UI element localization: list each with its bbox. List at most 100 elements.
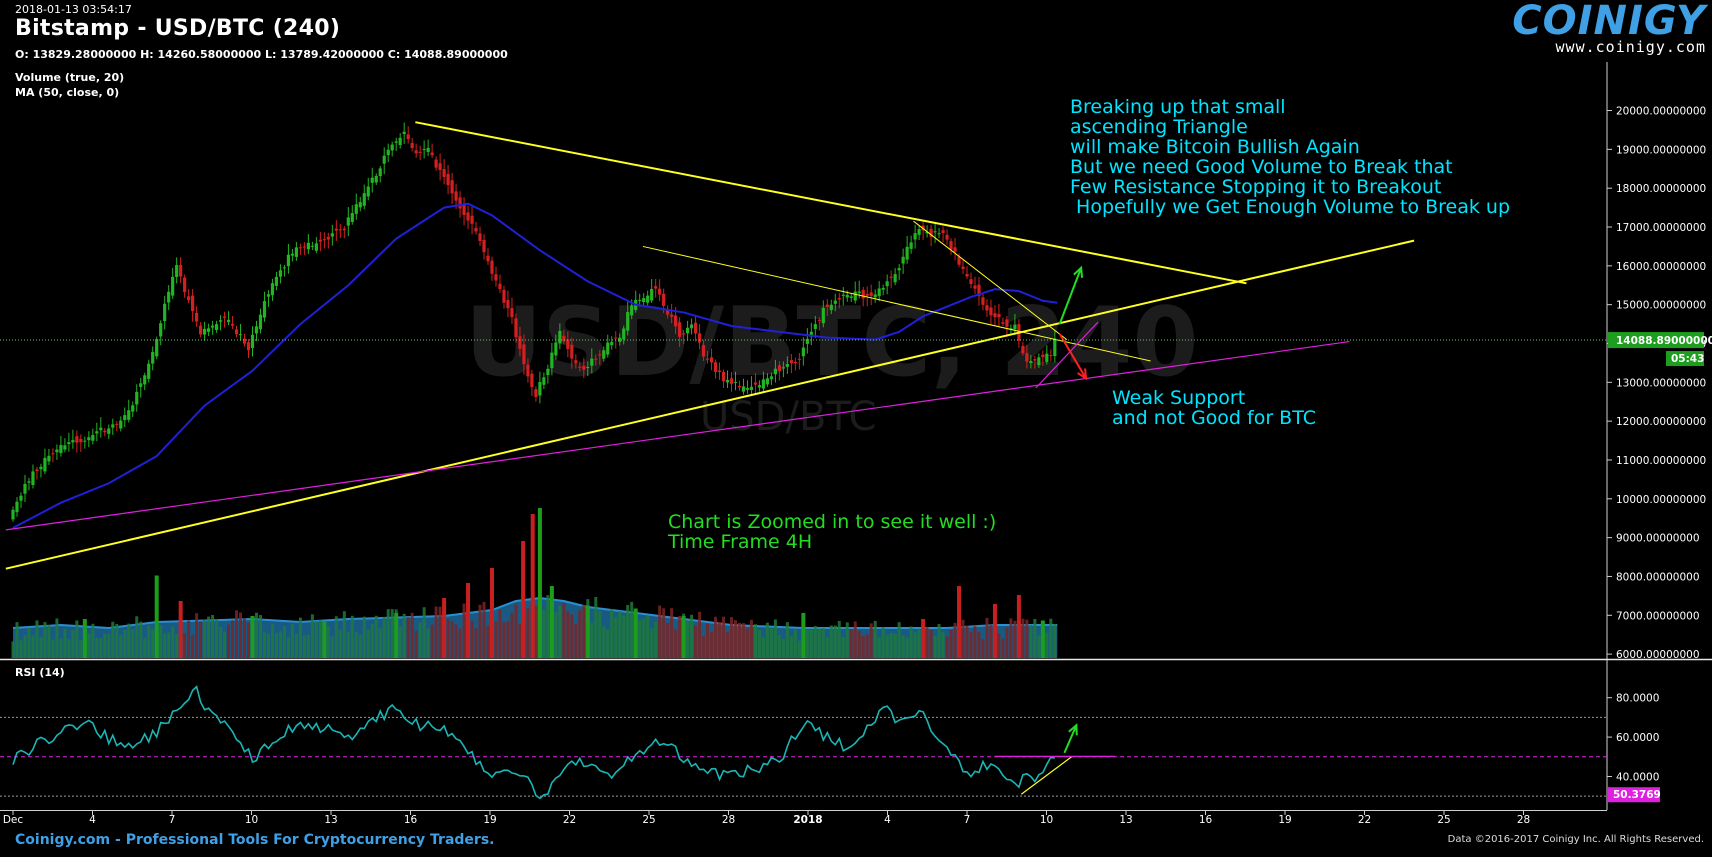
- volume-bar: [1053, 624, 1057, 658]
- volume-indicator-label[interactable]: Volume (true, 20): [15, 71, 125, 84]
- volume-bar: [470, 620, 474, 658]
- volume-spike-bar: [585, 605, 590, 658]
- volume-bar: [454, 624, 458, 658]
- candle-body: [877, 288, 881, 297]
- volume-bar: [434, 606, 438, 658]
- volume-bar: [482, 601, 486, 658]
- candle-body: [95, 431, 99, 434]
- volume-bar: [542, 609, 546, 658]
- volume-bar: [243, 618, 247, 658]
- candle-body: [338, 229, 342, 231]
- candle-body: [454, 191, 458, 201]
- time-tick-label: 16: [1199, 814, 1213, 826]
- candle-body: [99, 427, 103, 431]
- ma-indicator-label[interactable]: MA (50, close, 0): [15, 86, 120, 99]
- candle-body: [801, 347, 805, 357]
- volume-bar: [773, 619, 777, 658]
- volume-bar: [258, 615, 262, 658]
- volume-bar: [618, 611, 622, 658]
- candle-body: [438, 163, 442, 171]
- volume-bar: [686, 621, 690, 658]
- candle-body: [1021, 345, 1025, 354]
- candle-body: [701, 345, 706, 357]
- bullish-arrow-shaft: [1058, 267, 1083, 325]
- candle-body: [897, 268, 901, 271]
- candle-body: [713, 362, 718, 372]
- volume-bar: [95, 637, 99, 658]
- volume-bar: [769, 628, 773, 658]
- volume-bar: [909, 626, 913, 658]
- candle-body: [837, 298, 841, 300]
- volume-bar: [1005, 627, 1009, 658]
- volume-bar: [510, 612, 514, 658]
- candle-body: [250, 334, 255, 348]
- volume-bar: [845, 622, 849, 658]
- candle-body: [258, 314, 263, 330]
- volume-bar: [79, 640, 83, 658]
- candle-body: [246, 342, 251, 351]
- candle-body: [1033, 359, 1037, 361]
- volume-bar: [961, 619, 965, 658]
- candle-body: [402, 131, 406, 135]
- volume-spike-bar: [1016, 595, 1021, 658]
- rsi-indicator-label[interactable]: RSI (14): [15, 666, 65, 679]
- volume-bar: [262, 632, 266, 658]
- candle-body: [626, 312, 630, 331]
- volume-bar: [119, 635, 123, 658]
- volume-bar: [31, 635, 35, 658]
- candle-body: [139, 383, 143, 387]
- volume-bar: [354, 631, 358, 658]
- volume-bar: [917, 629, 921, 658]
- candle-body: [1049, 355, 1053, 357]
- volume-bar: [111, 621, 115, 658]
- coinigy-logo[interactable]: COINIGY www.coinigy.com: [1512, 0, 1706, 56]
- volume-bar: [646, 615, 650, 658]
- candle-body: [857, 291, 861, 293]
- candle-body: [977, 284, 981, 296]
- volume-bar: [63, 628, 67, 658]
- volume-bar: [901, 635, 905, 658]
- time-tick-label: 22: [563, 814, 576, 826]
- volume-bar: [749, 619, 753, 658]
- volume-bar: [833, 625, 837, 658]
- volume-bar: [582, 605, 586, 658]
- candle-body: [833, 300, 837, 304]
- candle-body: [422, 149, 426, 151]
- volume-bar: [678, 615, 682, 658]
- candle-body: [175, 264, 179, 278]
- candle-body: [689, 324, 694, 329]
- rsi-tick-label: 40.0000: [1616, 771, 1659, 783]
- candle-body: [414, 150, 418, 154]
- candle-body: [298, 247, 302, 249]
- time-tick-label: 28: [722, 814, 735, 826]
- volume-bar: [306, 634, 310, 658]
- candle-body: [502, 289, 506, 303]
- rsi-value-tag: [1608, 787, 1660, 803]
- volume-bar: [410, 612, 414, 658]
- volume-bar: [726, 632, 730, 658]
- candle-body: [721, 371, 726, 382]
- candle-body: [781, 367, 785, 369]
- volume-bar: [765, 622, 769, 658]
- volume-bar: [103, 633, 107, 658]
- volume-bar: [514, 604, 518, 658]
- candle-body: [685, 327, 690, 334]
- footer-tagline[interactable]: Coinigy.com - Professional Tools For Cry…: [15, 832, 495, 848]
- candle-body: [957, 256, 961, 265]
- volume-bar: [1033, 618, 1037, 658]
- candle-body: [570, 344, 574, 359]
- price-tick-label: 18000.00000000: [1616, 183, 1706, 195]
- candle-body: [238, 334, 243, 336]
- volume-bar: [885, 634, 889, 658]
- candle-body: [386, 149, 390, 156]
- candle-body: [717, 370, 722, 373]
- volume-bar: [941, 632, 945, 658]
- volume-bar: [638, 619, 642, 658]
- volume-bar: [502, 622, 506, 658]
- volume-bar: [658, 605, 662, 658]
- candle-body: [270, 283, 275, 296]
- time-tick-label: 7: [964, 814, 971, 826]
- volume-bar: [438, 606, 442, 658]
